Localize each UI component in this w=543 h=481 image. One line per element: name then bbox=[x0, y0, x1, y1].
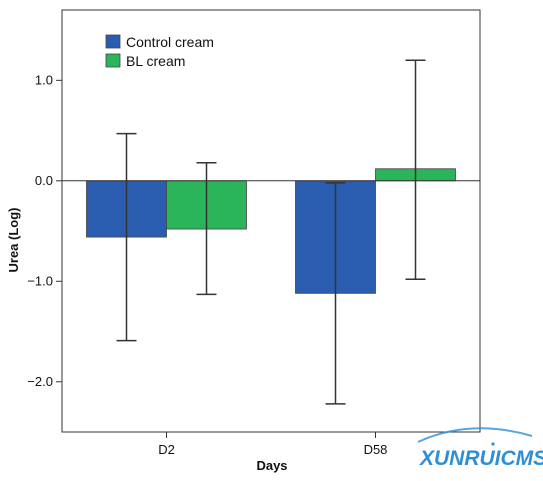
y-tick-label: −1.0 bbox=[27, 273, 53, 288]
watermark-logo: XUNRUICMS bbox=[417, 427, 543, 470]
y-tick-label: 1.0 bbox=[35, 72, 53, 87]
legend-label-bl-cream: BL cream bbox=[126, 53, 185, 69]
y-tick-label: −2.0 bbox=[27, 374, 53, 389]
watermark-text: XUNRUICMS bbox=[419, 447, 543, 470]
axes: 1.0 0.0 −1.0 −2.0 D2 D58 bbox=[27, 72, 387, 457]
x-tick-label-d2: D2 bbox=[158, 442, 175, 457]
legend: Control cream BL cream bbox=[105, 34, 214, 69]
legend-label-control-cream: Control cream bbox=[126, 34, 214, 50]
plot-area bbox=[61, 9, 481, 433]
y-axis-title: Urea (Log) bbox=[6, 208, 21, 273]
legend-swatch-bl-cream bbox=[105, 53, 121, 68]
y-tick-label: 0.0 bbox=[35, 173, 53, 188]
x-tick-label-d58: D58 bbox=[364, 442, 388, 457]
watermark-dot-icon bbox=[491, 442, 495, 446]
x-axis-title: Days bbox=[256, 458, 287, 473]
watermark-swoosh-icon bbox=[417, 427, 533, 443]
legend-swatch-control-cream bbox=[105, 34, 121, 49]
